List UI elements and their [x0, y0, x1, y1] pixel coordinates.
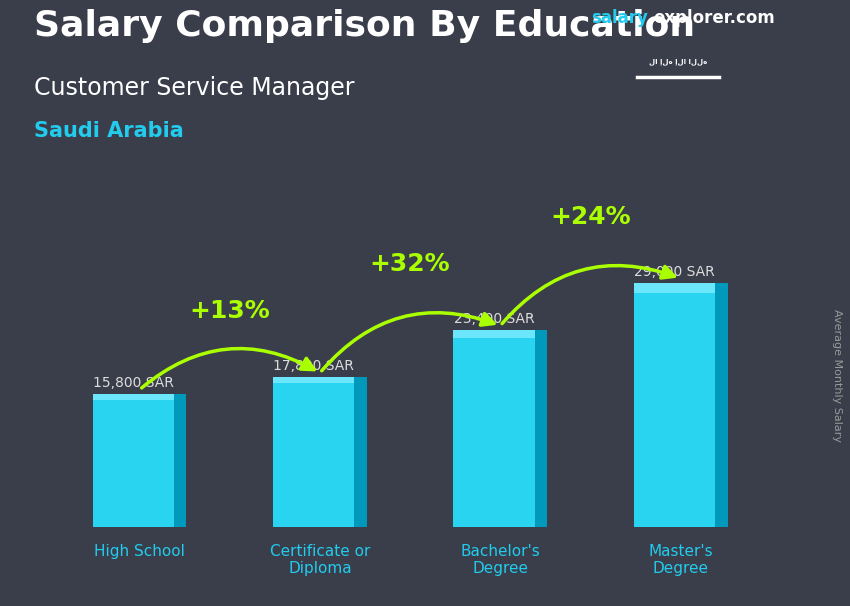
Text: explorer.com: explorer.com	[653, 9, 774, 27]
Bar	[453, 330, 535, 527]
Text: Average Monthly Salary: Average Monthly Salary	[832, 309, 842, 442]
Polygon shape	[715, 283, 728, 527]
Bar	[93, 395, 173, 527]
Polygon shape	[535, 330, 547, 527]
Text: Salary Comparison By Education: Salary Comparison By Education	[34, 9, 695, 43]
Bar	[273, 378, 354, 527]
Bar	[634, 283, 715, 293]
Text: salary: salary	[591, 9, 648, 27]
Text: 29,000 SAR: 29,000 SAR	[634, 265, 715, 279]
Text: Master's
Degree: Master's Degree	[649, 544, 713, 576]
Polygon shape	[173, 395, 186, 527]
Bar	[93, 395, 173, 399]
Text: Customer Service Manager: Customer Service Manager	[34, 76, 354, 100]
Text: 23,400 SAR: 23,400 SAR	[454, 311, 535, 325]
Text: +13%: +13%	[190, 299, 270, 323]
Text: High School: High School	[94, 544, 185, 559]
Text: 15,800 SAR: 15,800 SAR	[93, 376, 173, 390]
Polygon shape	[354, 378, 367, 527]
Text: Saudi Arabia: Saudi Arabia	[34, 121, 184, 141]
Bar	[273, 378, 354, 384]
Text: Bachelor's
Degree: Bachelor's Degree	[461, 544, 540, 576]
Bar	[453, 330, 535, 338]
Text: 17,800 SAR: 17,800 SAR	[273, 359, 354, 373]
Text: +24%: +24%	[550, 205, 631, 228]
Text: Certificate or
Diploma: Certificate or Diploma	[269, 544, 370, 576]
Text: +32%: +32%	[370, 251, 450, 276]
Text: لا إله إلا الله: لا إله إلا الله	[649, 58, 707, 65]
Bar	[634, 283, 715, 527]
